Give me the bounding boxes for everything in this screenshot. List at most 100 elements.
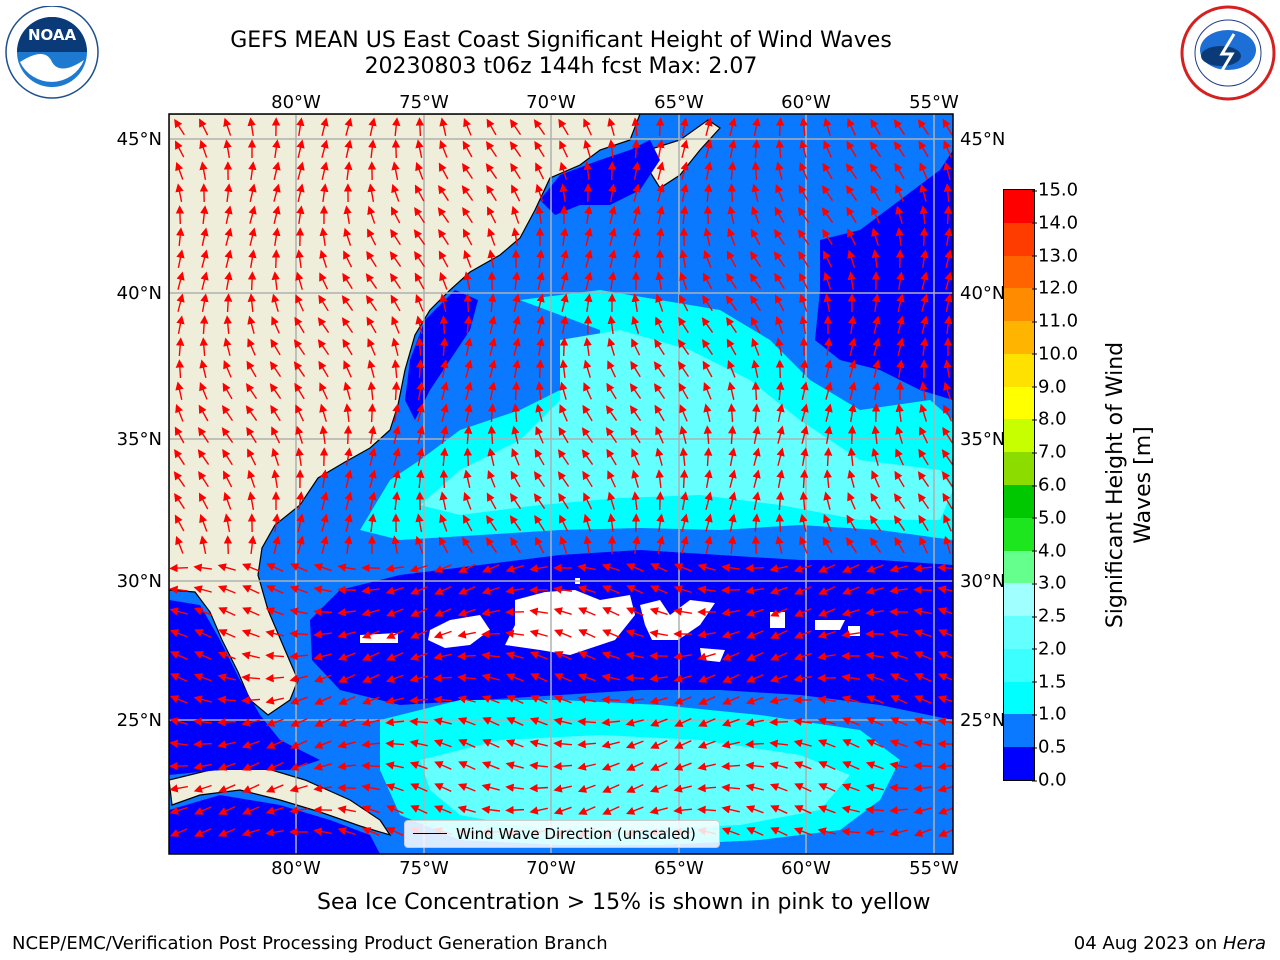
wave-direction-arrow [745,586,764,595]
wave-direction-arrow [626,607,644,616]
lat-tick-label-right: 40°N [960,283,1005,304]
wave-direction-arrow [890,695,908,705]
wave-direction-arrow [889,651,908,660]
wave-direction-arrow [914,695,932,704]
wave-direction-arrow [775,535,784,554]
noaa-logo-text: NOAA [28,26,77,44]
colorbar-segment [1004,255,1034,289]
wave-direction-arrow [559,183,568,203]
national-weather-service-logo-icon [1180,5,1276,101]
wave-direction-arrow [793,739,812,748]
wave-direction-arrow [793,717,813,726]
wave-direction-arrow [559,140,569,158]
wave-direction-arrow [632,535,641,555]
wave-direction-arrow [769,783,788,792]
wave-direction-arrow [199,139,208,158]
wave-direction-arrow [745,696,764,705]
wave-direction-arrow [889,806,909,815]
wave-direction-arrow [793,564,812,573]
wave-direction-arrow [533,119,546,135]
wave-direction-arrow [313,630,333,639]
wave-direction-arrow [800,381,809,400]
wave-direction-arrow [221,405,234,422]
wave-direction-arrow [607,337,616,356]
wave-direction-arrow [433,805,452,814]
wave-direction-arrow [869,515,882,531]
lat-tick-label-right: 45°N [960,129,1005,150]
wave-direction-arrow [794,805,812,814]
wave-direction-arrow [217,762,236,771]
wave-direction-arrow [581,427,594,443]
wave-direction-arrow [391,337,400,356]
colorbar-segment [1004,747,1034,780]
wave-direction-arrow [344,491,353,510]
wave-direction-arrow [512,293,521,312]
wave-direction-arrow [649,806,668,815]
colorbar-tick-label: 6.0 [1032,474,1067,496]
wave-direction-arrow [224,249,233,268]
wave-direction-arrow [392,447,401,466]
wave-direction-arrow [697,630,717,639]
wave-direction-arrow [871,249,880,269]
wave-direction-arrow [410,586,428,595]
wave-direction-arrow [415,139,424,158]
wave-direction-arrow [295,294,305,312]
wave-direction-arrow [847,249,856,268]
wave-direction-arrow [342,338,353,356]
wave-direction-arrow [391,139,401,159]
wave-direction-arrow [769,717,789,727]
wave-band-central-light [420,330,953,520]
wave-direction-arrow [482,717,500,726]
wave-direction-arrow [943,183,952,203]
wave-direction-arrow [265,718,284,727]
wave-direction-arrow [775,337,784,356]
wave-direction-arrow [889,564,908,573]
wave-direction-arrow [913,828,932,837]
wave-direction-arrow [174,426,185,444]
land-nova-scotia [647,119,721,189]
wave-direction-arrow [559,359,568,379]
wave-direction-arrow [199,118,209,136]
wave-direction-arrow [462,514,473,532]
wave-direction-arrow [607,513,616,533]
wave-direction-arrow [342,272,353,290]
wave-direction-arrow [391,381,401,401]
wave-direction-arrow [481,695,500,704]
wave-direction-arrow [295,249,304,269]
wave-direction-arrow [488,293,497,313]
wave-direction-arrow [625,673,645,683]
wave-direction-arrow [414,251,426,268]
wave-direction-arrow [368,491,377,510]
wave-direction-arrow [341,317,354,334]
wave-direction-arrow [896,359,905,379]
wave-direction-arrow [368,139,377,159]
wave-direction-arrow [941,449,953,465]
wave-direction-arrow [511,205,520,224]
wave-direction-arrow [896,337,905,356]
wave-direction-arrow [872,293,881,313]
wave-direction-arrow [199,359,208,378]
wave-direction-arrow [776,469,785,488]
wave-direction-arrow [608,205,617,224]
colorbar-segment [1004,681,1034,715]
wave-direction-arrow [175,161,184,180]
wave-direction-arrow [242,806,260,815]
wave-direction-arrow [560,227,569,247]
wave-direction-arrow [702,339,714,356]
wave-direction-arrow [462,228,473,246]
wave-direction-arrow [271,249,281,269]
wave-direction-arrow [367,205,376,224]
wave-direction-arrow [361,783,380,792]
wave-direction-arrow [409,717,429,726]
wave-direction-arrow [530,695,548,704]
wave-direction-arrow [893,493,906,509]
wave-direction-arrow [889,828,908,837]
wave-direction-arrow [217,717,237,727]
wave-direction-arrow [680,491,689,511]
wave-direction-arrow [434,585,452,595]
lat-tick-label-left: 25°N [117,710,162,731]
wave-direction-arrow [896,293,905,312]
wave-direction-arrow [821,185,834,202]
wave-direction-arrow [752,513,761,533]
wave-direction-arrow [721,608,741,617]
